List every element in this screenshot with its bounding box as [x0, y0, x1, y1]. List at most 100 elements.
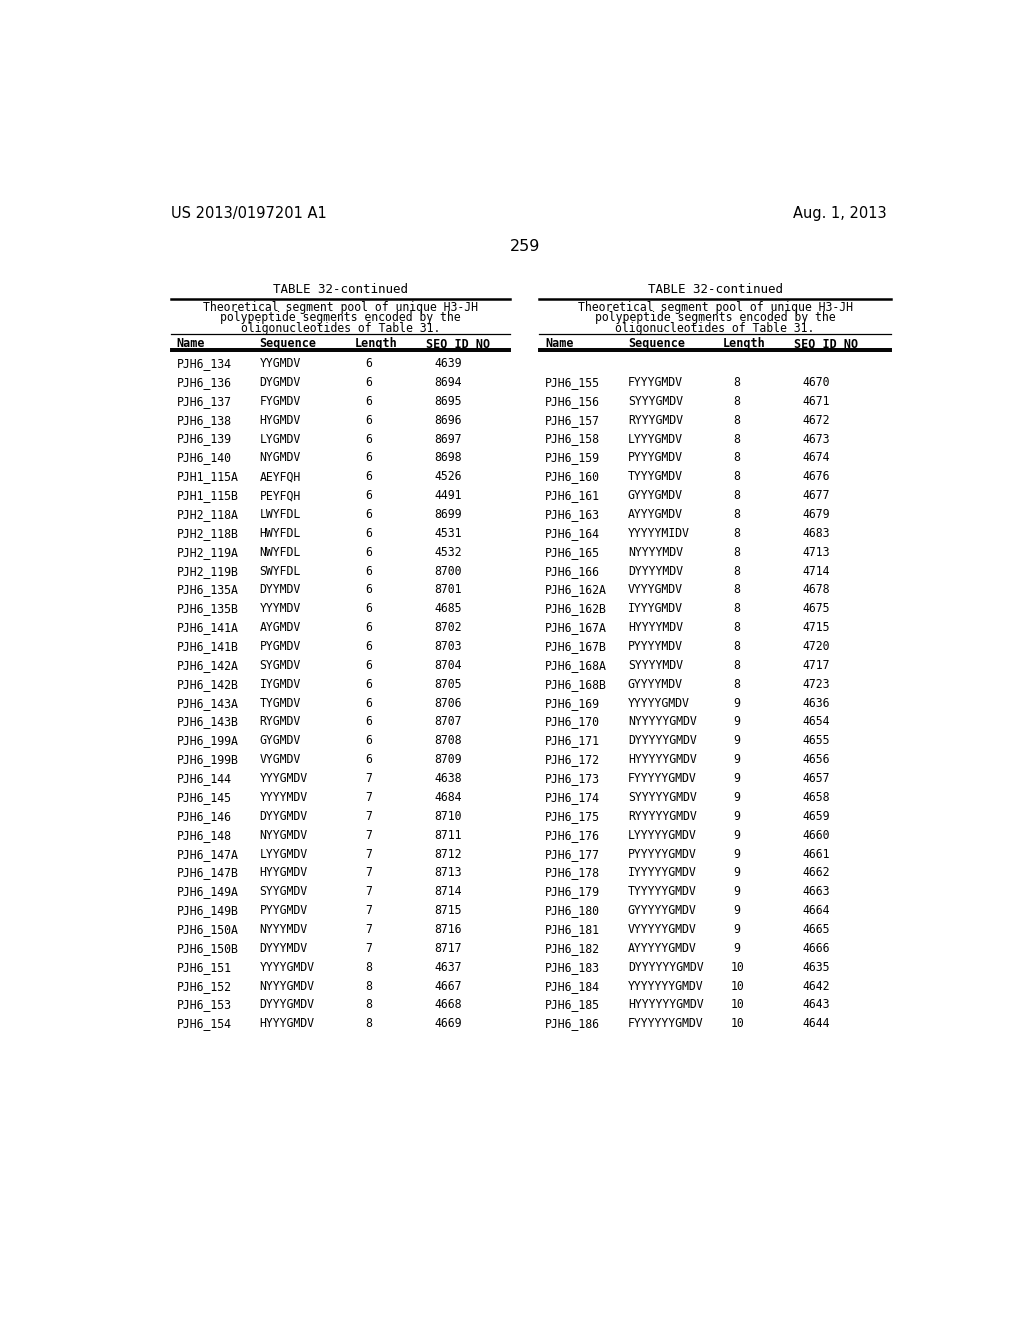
Text: PJH6_150A: PJH6_150A	[177, 923, 239, 936]
Text: 4675: 4675	[803, 602, 829, 615]
Text: 9: 9	[734, 810, 740, 822]
Text: PJH6_180: PJH6_180	[545, 904, 600, 917]
Text: PJH2_119A: PJH2_119A	[177, 545, 239, 558]
Text: Sequence: Sequence	[260, 338, 316, 350]
Text: 7: 7	[366, 923, 373, 936]
Text: Aug. 1, 2013: Aug. 1, 2013	[794, 206, 887, 222]
Text: 8696: 8696	[434, 413, 462, 426]
Text: 8: 8	[734, 583, 740, 597]
Text: YYGMDV: YYGMDV	[260, 358, 301, 370]
Text: 8: 8	[734, 508, 740, 521]
Text: PJH6_183: PJH6_183	[545, 961, 600, 974]
Text: 4685: 4685	[434, 602, 462, 615]
Text: DYGMDV: DYGMDV	[260, 376, 301, 389]
Text: 8695: 8695	[434, 395, 462, 408]
Text: SYGMDV: SYGMDV	[260, 659, 301, 672]
Text: PJH6_167B: PJH6_167B	[545, 640, 607, 653]
Text: 7: 7	[366, 772, 373, 785]
Text: PJH6_169: PJH6_169	[545, 697, 600, 710]
Text: HYGMDV: HYGMDV	[260, 413, 301, 426]
Text: PJH6_155: PJH6_155	[545, 376, 600, 389]
Text: SYYGMDV: SYYGMDV	[260, 886, 308, 899]
Text: 4491: 4491	[434, 490, 462, 502]
Text: 8: 8	[734, 433, 740, 446]
Text: NYYYGMDV: NYYYGMDV	[260, 979, 314, 993]
Text: 6: 6	[366, 622, 373, 634]
Text: PJH6_143B: PJH6_143B	[177, 715, 239, 729]
Text: 8705: 8705	[434, 677, 462, 690]
Text: YYYGMDV: YYYGMDV	[260, 772, 308, 785]
Text: 8715: 8715	[434, 904, 462, 917]
Text: PJH6_186: PJH6_186	[545, 1018, 600, 1031]
Text: 4714: 4714	[803, 565, 829, 578]
Text: DYYYGMDV: DYYYGMDV	[260, 998, 314, 1011]
Text: 4656: 4656	[803, 754, 829, 766]
Text: LYYYYYGMDV: LYYYYYGMDV	[628, 829, 696, 842]
Text: 9: 9	[734, 847, 740, 861]
Text: PJH6_163: PJH6_163	[545, 508, 600, 521]
Text: Name: Name	[177, 338, 206, 350]
Text: FYYYGMDV: FYYYGMDV	[628, 376, 683, 389]
Text: 9: 9	[734, 942, 740, 954]
Text: 4655: 4655	[803, 734, 829, 747]
Text: LYYGMDV: LYYGMDV	[260, 847, 308, 861]
Text: FYYYYYYGMDV: FYYYYYYGMDV	[628, 1018, 703, 1031]
Text: DYYYYMDV: DYYYYMDV	[628, 565, 683, 578]
Text: PJH6_161: PJH6_161	[545, 490, 600, 502]
Text: 4674: 4674	[803, 451, 829, 465]
Text: FYGMDV: FYGMDV	[260, 395, 301, 408]
Text: PJH6_142B: PJH6_142B	[177, 677, 239, 690]
Text: 4668: 4668	[434, 998, 462, 1011]
Text: IYYYYYGMDV: IYYYYYGMDV	[628, 866, 696, 879]
Text: 6: 6	[366, 527, 373, 540]
Text: 9: 9	[734, 754, 740, 766]
Text: 8701: 8701	[434, 583, 462, 597]
Text: PJH6_168A: PJH6_168A	[545, 659, 607, 672]
Text: 8: 8	[734, 545, 740, 558]
Text: PJH6_148: PJH6_148	[177, 829, 231, 842]
Text: 6: 6	[366, 734, 373, 747]
Text: 7: 7	[366, 847, 373, 861]
Text: LYYYGMDV: LYYYGMDV	[628, 433, 683, 446]
Text: Length: Length	[723, 338, 766, 350]
Text: 8: 8	[734, 622, 740, 634]
Text: 8712: 8712	[434, 847, 462, 861]
Text: 8717: 8717	[434, 942, 462, 954]
Text: 4717: 4717	[803, 659, 829, 672]
Text: 4635: 4635	[803, 961, 829, 974]
Text: 8: 8	[734, 451, 740, 465]
Text: 6: 6	[366, 565, 373, 578]
Text: HYYGMDV: HYYGMDV	[260, 866, 308, 879]
Text: Length: Length	[355, 338, 398, 350]
Text: 8699: 8699	[434, 508, 462, 521]
Text: PJH6_157: PJH6_157	[545, 413, 600, 426]
Text: HYYYYYGMDV: HYYYYYGMDV	[628, 754, 696, 766]
Text: PJH6_144: PJH6_144	[177, 772, 231, 785]
Text: 10: 10	[730, 961, 744, 974]
Text: TABLE 32-continued: TABLE 32-continued	[272, 284, 408, 296]
Text: AYYYGMDV: AYYYGMDV	[628, 508, 683, 521]
Text: NYGMDV: NYGMDV	[260, 451, 301, 465]
Text: 4715: 4715	[803, 622, 829, 634]
Text: polypeptide segments encoded by the: polypeptide segments encoded by the	[220, 312, 461, 325]
Text: Name: Name	[545, 338, 573, 350]
Text: 8: 8	[734, 395, 740, 408]
Text: 6: 6	[366, 602, 373, 615]
Text: VYYYGMDV: VYYYGMDV	[628, 583, 683, 597]
Text: PJH6_170: PJH6_170	[545, 715, 600, 729]
Text: 4679: 4679	[803, 508, 829, 521]
Text: 6: 6	[366, 376, 373, 389]
Text: 9: 9	[734, 734, 740, 747]
Text: 8697: 8697	[434, 433, 462, 446]
Text: PJH6_139: PJH6_139	[177, 433, 231, 446]
Text: 4657: 4657	[803, 772, 829, 785]
Text: SEQ ID NO: SEQ ID NO	[795, 338, 859, 350]
Text: 4670: 4670	[803, 376, 829, 389]
Text: PJH6_135B: PJH6_135B	[177, 602, 239, 615]
Text: PJH6_156: PJH6_156	[545, 395, 600, 408]
Text: PJH6_158: PJH6_158	[545, 433, 600, 446]
Text: Theoretical segment pool of unique H3-JH: Theoretical segment pool of unique H3-JH	[578, 301, 853, 314]
Text: PJH6_171: PJH6_171	[545, 734, 600, 747]
Text: PJH6_184: PJH6_184	[545, 979, 600, 993]
Text: 6: 6	[366, 640, 373, 653]
